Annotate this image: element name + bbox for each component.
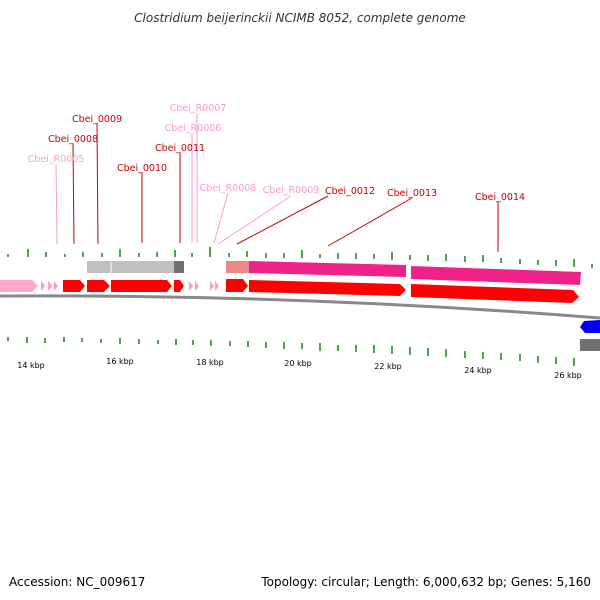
genome-backbone xyxy=(0,294,600,320)
gc-ticks-top xyxy=(7,247,593,268)
gene-segment-dark[interactable] xyxy=(174,261,184,273)
gene-labels: Cbei_R0005 Cbei_0008 Cbei_0009 Cbei_0010… xyxy=(28,103,525,203)
gene-divider xyxy=(110,262,112,273)
gene-label[interactable]: Cbei_R0008 xyxy=(200,183,257,194)
gene-label[interactable]: Cbei_R0006 xyxy=(165,123,222,134)
cds-arrow[interactable] xyxy=(249,280,406,296)
cds-arrow[interactable] xyxy=(111,280,172,292)
gene-label[interactable]: Cbei_R0007 xyxy=(170,103,227,114)
gene-label[interactable]: Cbei_0011 xyxy=(155,143,205,154)
gene-track xyxy=(87,261,184,273)
cds-arrow-reverse[interactable] xyxy=(580,320,600,333)
rna-arrow[interactable] xyxy=(0,280,38,292)
cds-arrow[interactable] xyxy=(174,280,184,292)
kbp-tick-label: 18 kbp xyxy=(196,358,224,367)
kbp-tick-label: 24 kbp xyxy=(464,366,492,375)
gene-segment-magenta-1[interactable] xyxy=(249,261,406,277)
cds-arrow[interactable] xyxy=(63,280,85,292)
gene-segment-dark[interactable] xyxy=(580,339,600,351)
cds-arrow[interactable] xyxy=(87,280,110,292)
map-title: Clostridium beijerinckii NCIMB 8052, com… xyxy=(134,11,466,25)
cds-arrow[interactable] xyxy=(411,284,579,303)
gene-segment-salmon[interactable] xyxy=(226,261,249,273)
gene-segment-grey[interactable] xyxy=(87,261,175,273)
gc-ticks-bottom xyxy=(7,337,575,366)
kbp-tick-label: 16 kbp xyxy=(106,357,134,366)
rna-arrow-small[interactable] xyxy=(48,281,52,291)
cds-arrow[interactable] xyxy=(226,279,248,292)
magenta-genes xyxy=(226,261,581,285)
gene-label[interactable]: Cbei_0012 xyxy=(325,186,375,197)
kbp-tick-label: 14 kbp xyxy=(17,361,45,370)
rna-arrow-small[interactable] xyxy=(210,281,214,291)
rna-arrow-small[interactable] xyxy=(189,281,193,291)
gene-label[interactable]: Cbei_0013 xyxy=(387,188,437,199)
rna-arrow-small[interactable] xyxy=(54,281,58,291)
rna-arrow-small[interactable] xyxy=(41,281,45,291)
rna-arrow-small[interactable] xyxy=(195,281,199,291)
gene-label[interactable]: Cbei_0010 xyxy=(117,163,167,174)
accession-label: Accession: NC_009617 xyxy=(9,575,145,589)
gene-label[interactable]: Cbei_0008 xyxy=(48,134,98,145)
rna-arrow-small[interactable] xyxy=(215,281,219,291)
gene-label[interactable]: Cbei_0009 xyxy=(72,114,122,125)
label-leaders xyxy=(55,113,499,252)
genome-summary: Topology: circular; Length: 6,000,632 bp… xyxy=(260,575,591,589)
kbp-tick-label: 26 kbp xyxy=(554,371,582,380)
feature-track xyxy=(0,279,600,351)
gene-label[interactable]: Cbei_R0009 xyxy=(263,185,320,196)
kbp-axis: 14 kbp 16 kbp 18 kbp 20 kbp 22 kbp 24 kb… xyxy=(17,357,582,380)
gene-segment-magenta-2[interactable] xyxy=(411,266,581,285)
kbp-tick-label: 20 kbp xyxy=(284,359,312,368)
gene-label[interactable]: Cbei_0014 xyxy=(475,192,525,203)
kbp-tick-label: 22 kbp xyxy=(374,362,402,371)
gene-label[interactable]: Cbei_R0005 xyxy=(28,154,85,165)
